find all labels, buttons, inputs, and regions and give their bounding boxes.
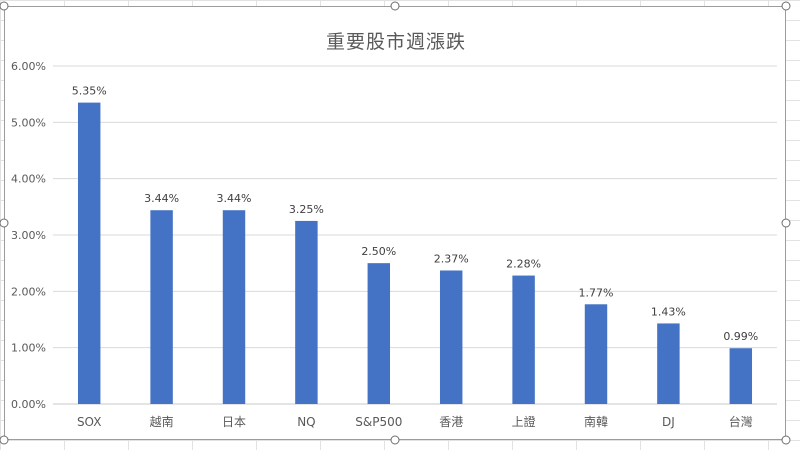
data-label: 5.35%: [72, 85, 107, 98]
y-tick-label: 3.00%: [11, 229, 46, 242]
x-tick-label: 上證: [512, 414, 536, 429]
resize-handle-top-right[interactable]: [781, 1, 791, 11]
bar-chart-plot: 0.00% 1.00% 2.00% 3.00% 4.00% 5.00% 6.00% 5.35%…: [11, 60, 777, 429]
x-tick-label: S&P500: [355, 415, 402, 429]
bar: [367, 263, 391, 404]
data-label: 0.99%: [723, 330, 758, 343]
x-tick-label: 香港: [439, 415, 463, 429]
x-tick-label: DJ: [662, 415, 675, 429]
bar: [584, 304, 608, 404]
chart-object[interactable]: 重要股市週漲跌 0.00% 1.00% 2.00% 3.00% 4.00% 5.00% 6.…: [4, 6, 786, 440]
bar: [729, 348, 753, 404]
bar: [222, 210, 246, 404]
data-label: 1.77%: [579, 286, 614, 299]
data-label: 2.50%: [361, 245, 396, 258]
resize-handle-middle-right[interactable]: [781, 218, 791, 228]
x-tick-label: SOX: [77, 415, 102, 429]
x-tick-label: 日本: [222, 415, 246, 429]
y-tick-label: 1.00%: [11, 342, 46, 355]
x-tick-label: 台灣: [729, 414, 753, 429]
resize-handle-top-left[interactable]: [0, 1, 9, 11]
y-tick-label: 6.00%: [11, 60, 46, 73]
resize-handle-bottom-left[interactable]: [0, 435, 9, 445]
data-label: 3.44%: [144, 192, 179, 205]
data-label: 2.37%: [434, 252, 469, 265]
bar: [77, 102, 101, 404]
bar: [150, 210, 173, 404]
bar: [439, 270, 463, 404]
bar: [295, 220, 318, 404]
data-label: 1.43%: [651, 305, 686, 318]
chart-title: 重要股市週漲跌: [325, 31, 466, 53]
bar: [512, 275, 535, 404]
y-tick-label: 0.00%: [11, 398, 46, 411]
data-label: 2.28%: [506, 258, 541, 271]
y-tick-label: 4.00%: [11, 173, 46, 186]
data-label: 3.25%: [289, 203, 324, 216]
resize-handle-bottom-center[interactable]: [390, 435, 400, 445]
x-tick-label: NQ: [297, 415, 315, 429]
resize-handle-top-center[interactable]: [390, 1, 400, 11]
resize-handle-middle-left[interactable]: [0, 218, 9, 228]
x-tick-label: 越南: [150, 414, 174, 429]
data-label: 3.44%: [217, 192, 252, 205]
resize-handle-bottom-right[interactable]: [781, 435, 791, 445]
y-tick-label: 2.00%: [11, 285, 46, 298]
x-tick-label: 南韓: [584, 414, 608, 429]
bar: [657, 323, 680, 404]
y-tick-label: 5.00%: [11, 116, 46, 129]
